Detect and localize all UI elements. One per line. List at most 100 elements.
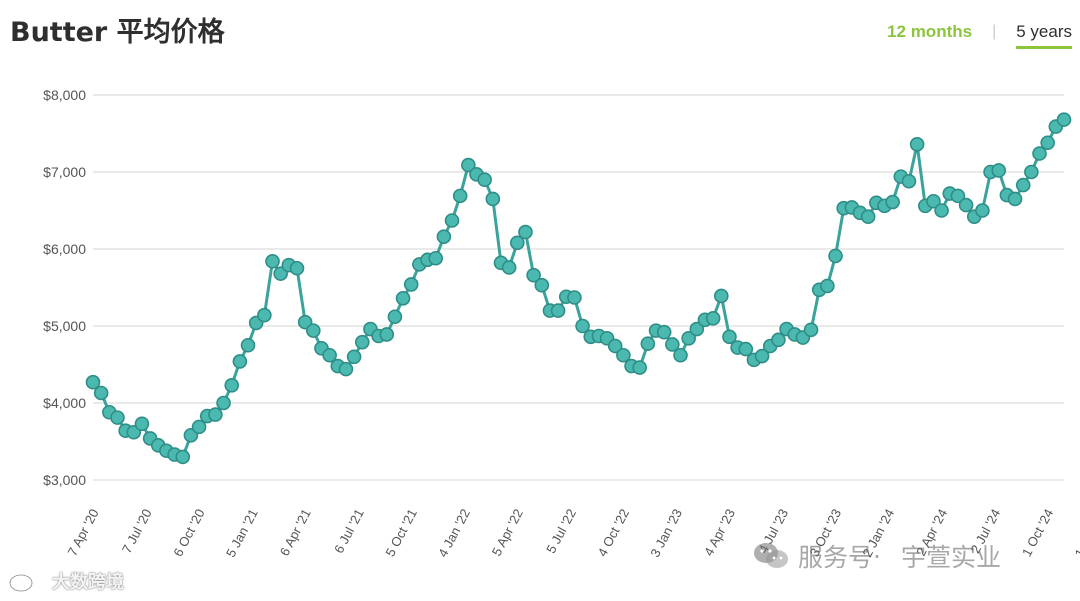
data-point[interactable] [208,407,223,422]
data-point[interactable] [216,395,231,411]
watermark-text-company: 宇萱实业 [901,543,1002,572]
data-point[interactable] [436,229,452,244]
weibo-watermark: 大数跨境 [8,568,124,594]
x-tick-label: 5 Apr '22 [489,506,526,558]
data-point[interactable] [681,331,696,346]
data-point[interactable] [240,337,256,353]
data-point[interactable] [567,290,582,305]
y-axis-labels: $3,000 $4,000 $5,000 $6,000 $7,000 $8,000 [43,87,86,488]
data-point[interactable] [224,377,240,393]
data-point[interactable] [771,332,786,348]
data-point[interactable] [705,310,721,326]
data-point[interactable] [257,307,272,323]
data-point[interactable] [1007,191,1023,207]
data-point[interactable] [991,163,1007,178]
data-point[interactable] [575,318,590,334]
data-point[interactable] [713,288,729,304]
data-point[interactable] [477,172,492,187]
data-point[interactable] [1056,112,1072,127]
data-point[interactable] [722,329,737,345]
wechat-icon [754,543,788,568]
data-point[interactable] [461,157,476,173]
data-point[interactable] [616,347,631,363]
data-point[interactable] [395,290,411,306]
data-point[interactable] [444,213,460,228]
wechat-watermark: 服务号 · 宇萱实业 [752,538,1001,574]
watermark-separator: · [873,541,881,571]
x-tick-label: 6 Apr '21 [277,506,314,558]
data-point[interactable] [885,194,900,210]
data-point[interactable] [738,341,754,357]
data-point[interactable] [510,235,525,251]
data-point[interactable] [665,337,680,352]
data-point[interactable] [175,449,191,465]
y-tick-label: $8,000 [43,87,86,103]
data-point[interactable] [518,224,533,240]
data-point[interactable] [689,321,705,337]
x-tick-label: 1 Oct '24 [1019,506,1056,559]
data-point[interactable] [526,267,541,283]
data-point[interactable] [901,173,917,189]
x-tick-label: 5 Oct '21 [382,506,419,559]
data-point[interactable] [632,360,647,375]
data-point[interactable] [338,361,354,377]
data-point[interactable] [820,278,835,294]
data-point[interactable] [607,338,623,354]
range-tabs: 12 months | 5 years [887,22,1072,49]
data-point[interactable] [1015,177,1031,193]
data-point[interactable] [934,203,949,218]
data-point[interactable] [379,327,395,342]
y-tick-label: $4,000 [43,395,86,411]
data-point[interactable] [1024,164,1039,180]
data-point[interactable] [501,260,517,275]
data-point[interactable] [550,303,566,318]
data-point[interactable] [232,354,248,369]
data-point[interactable] [754,348,770,364]
data-point[interactable] [860,209,876,224]
data-point[interactable] [306,323,321,338]
data-point[interactable] [534,277,550,293]
data-point[interactable] [403,277,419,292]
data-point[interactable] [926,193,941,209]
data-point[interactable] [1040,135,1055,151]
data-point[interactable] [803,322,819,338]
data-point[interactable] [950,188,966,204]
x-tick-label: 4 Jan '22 [435,506,473,559]
data-point[interactable] [346,349,362,365]
data-point[interactable] [110,410,125,425]
data-point[interactable] [134,416,150,432]
data-point[interactable] [265,254,280,269]
data-point[interactable] [975,203,990,218]
data-point[interactable] [1032,146,1047,161]
x-tick-label: 4 Apr '23 [701,506,738,558]
data-point[interactable] [485,191,501,207]
data-point[interactable] [387,309,403,325]
tab-divider: | [992,23,997,40]
data-point[interactable] [191,419,207,435]
x-tick-label: 3 Jan '23 [647,506,685,559]
x-tick-label: 5 Jan '21 [223,506,261,559]
x-tick-label: 1 Jan '25 [1072,506,1080,559]
tab-12-months[interactable]: 12 months [887,22,973,41]
data-point[interactable] [828,248,843,264]
page-title: Butter 平均价格 [10,17,225,48]
data-point[interactable] [909,136,925,152]
data-point[interactable] [289,260,305,276]
data-point[interactable] [354,334,370,350]
data-point[interactable] [673,347,688,363]
series-line [91,118,1066,459]
y-tick-label: $3,000 [43,472,86,488]
data-point[interactable] [640,336,656,352]
price-series [85,112,1072,465]
data-point[interactable] [656,324,672,340]
x-tick-label: 4 Oct '22 [595,506,632,559]
tab-5-years[interactable]: 5 years [1016,22,1072,49]
data-point[interactable] [452,188,468,204]
data-point[interactable] [428,250,444,266]
data-point[interactable] [958,197,974,213]
x-tick-label: 6 Oct '20 [170,506,207,559]
data-point[interactable] [322,347,337,363]
data-point[interactable] [85,374,101,390]
data-point[interactable] [93,385,109,401]
